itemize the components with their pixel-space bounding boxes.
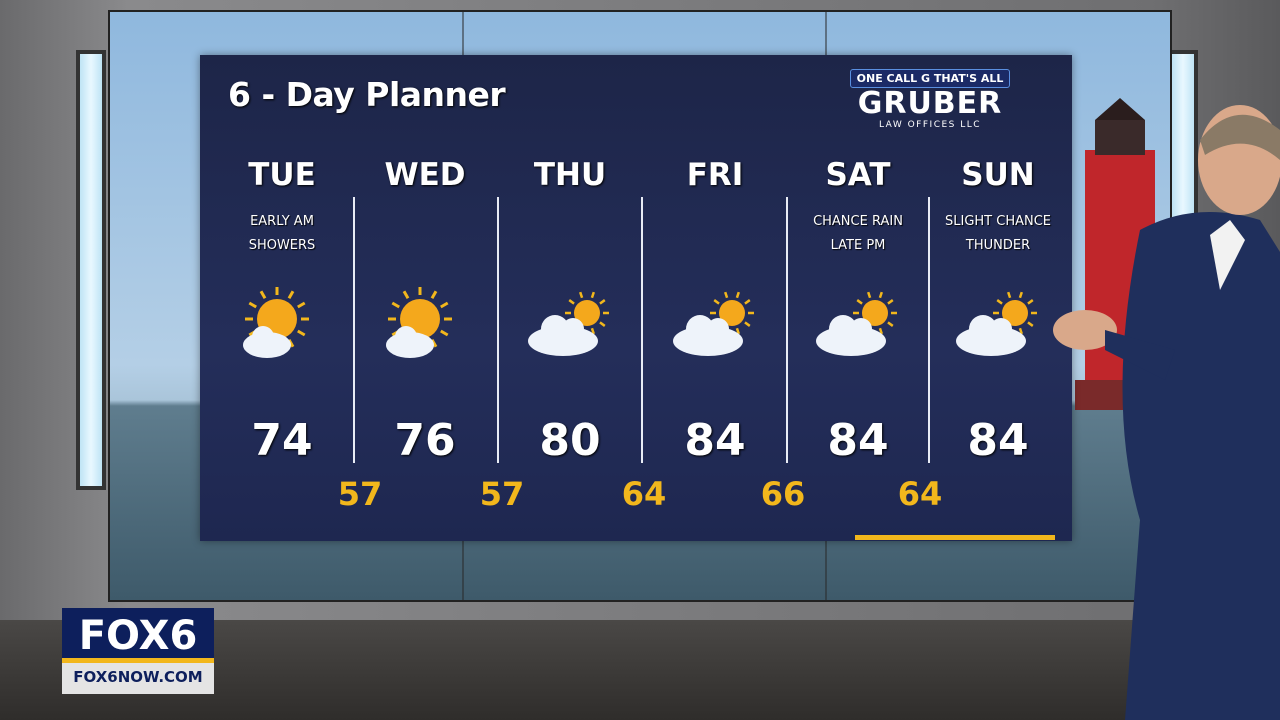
high-temp: 74 bbox=[251, 415, 313, 466]
forecast-panel: 6 - Day Planner ONE CALL G THAT'S ALL GR… bbox=[200, 55, 1072, 541]
meteorologist bbox=[1053, 105, 1280, 720]
cloud-sun-icon bbox=[953, 287, 1043, 367]
cloud-sun-icon bbox=[670, 287, 760, 367]
high-temp: 76 bbox=[394, 415, 456, 466]
column-divider bbox=[786, 197, 788, 463]
low-temp: 57 bbox=[337, 475, 383, 513]
day-label: SAT bbox=[825, 157, 891, 193]
high-temp: 84 bbox=[684, 415, 746, 466]
low-temp: 57 bbox=[479, 475, 525, 513]
column-divider bbox=[928, 197, 930, 463]
day-label: WED bbox=[384, 157, 466, 193]
column-divider bbox=[641, 197, 643, 463]
light-panel-left bbox=[76, 50, 106, 490]
low-temp: 66 bbox=[760, 475, 806, 513]
high-temp: 84 bbox=[967, 415, 1029, 466]
high-temp: 80 bbox=[539, 415, 601, 466]
cloud-sun-icon bbox=[525, 287, 615, 367]
day-description: EARLY AM SHOWERS bbox=[248, 214, 316, 253]
day-description: CHANCE RAIN LATE PM bbox=[813, 214, 903, 253]
cloud-sun-icon bbox=[813, 287, 903, 367]
low-temp: 64 bbox=[897, 475, 943, 513]
page-title: 6 - Day Planner bbox=[228, 75, 506, 114]
day-label: THU bbox=[533, 157, 607, 193]
sun-cloud-icon bbox=[237, 287, 327, 367]
station-logo: FOX6 FOX6NOW.COM bbox=[62, 608, 214, 694]
sun-cloud-icon bbox=[380, 287, 470, 367]
day-label: FRI bbox=[686, 157, 744, 193]
column-divider bbox=[497, 197, 499, 463]
sponsor-logo: ONE CALL G THAT'S ALL GRUBER LAW OFFICES… bbox=[840, 67, 1020, 130]
column-divider bbox=[353, 197, 355, 463]
highlight-bar bbox=[855, 535, 1055, 540]
day-label: SUN bbox=[961, 157, 1035, 193]
high-temp: 84 bbox=[827, 415, 889, 466]
low-temp: 64 bbox=[621, 475, 667, 513]
day-description: SLIGHT CHANCE THUNDER bbox=[944, 214, 1051, 253]
day-label: TUE bbox=[248, 157, 316, 193]
